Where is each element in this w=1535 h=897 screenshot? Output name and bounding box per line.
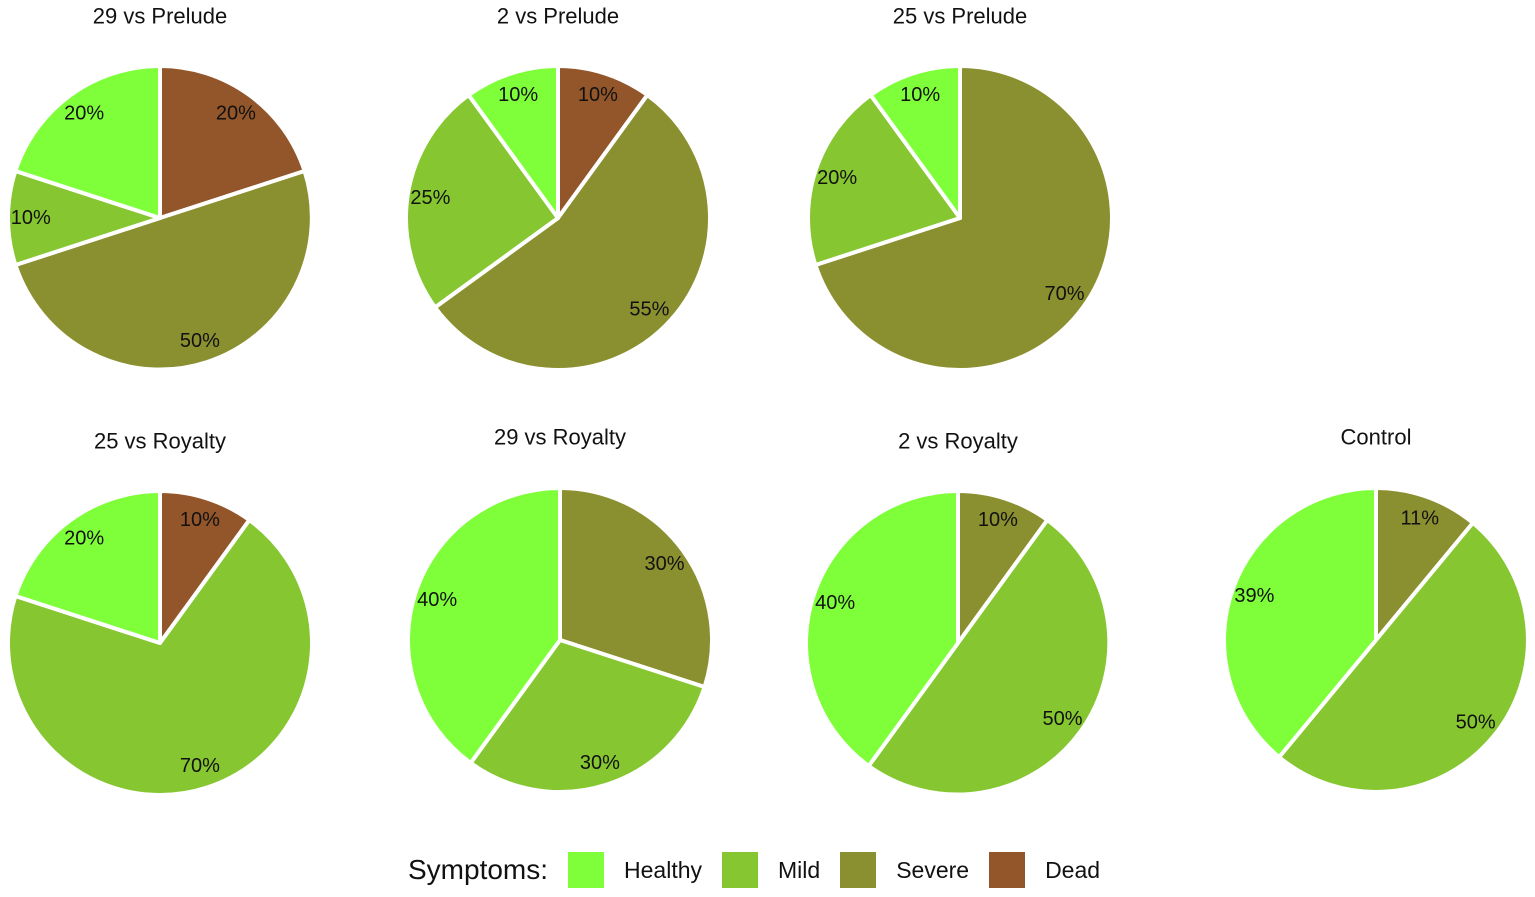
- pie-slice-2-vs-royalty-healthy: [804, 489, 960, 768]
- pie-slice-2-vs-royalty-mild: [866, 518, 1112, 797]
- pie-label-2-vs-prelude-severe: 55%: [629, 298, 669, 320]
- pie-label-29-vs-royalty-mild: 30%: [580, 752, 620, 774]
- pie-label-control-mild: 50%: [1456, 711, 1496, 733]
- pie-title-2-vs-royalty: 2 vs Royalty: [898, 429, 1018, 454]
- pie-title-2-vs-prelude: 2 vs Prelude: [497, 4, 619, 29]
- pie-label-25-vs-prelude-healthy: 10%: [900, 84, 940, 106]
- pie-label-2-vs-prelude-healthy: 10%: [498, 84, 538, 106]
- pie-label-29-vs-prelude-healthy: 20%: [64, 103, 104, 125]
- pie-slice-29-vs-prelude-healthy: [13, 64, 162, 220]
- legend-item-healthy: Healthy: [568, 852, 702, 888]
- legend: Symptoms: Healthy Mild Severe Dead: [408, 850, 1120, 890]
- pie-title-25-vs-prelude: 25 vs Prelude: [893, 4, 1028, 29]
- pie-slice-control-severe: [1374, 486, 1475, 642]
- pie-slice-2-vs-prelude-healthy: [466, 64, 560, 220]
- pie-label-25-vs-royalty-mild: 70%: [180, 755, 220, 777]
- legend-swatch-mild: [722, 852, 759, 888]
- legend-swatch-healthy: [568, 852, 605, 888]
- pie-slice-control-healthy: [1222, 486, 1378, 760]
- pie-slice-2-vs-royalty-severe: [956, 489, 1050, 645]
- legend-label-mild: Mild: [778, 856, 821, 883]
- pie-title-29-vs-prelude: 29 vs Prelude: [93, 4, 228, 29]
- pie-slice-25-vs-royalty-mild: [6, 518, 314, 797]
- pie-title-control: Control: [1341, 425, 1412, 450]
- pie-label-29-vs-prelude-dead: 20%: [216, 103, 256, 125]
- pie-control: Control 11% 50% 39%: [1222, 425, 1530, 794]
- pie-slice-29-vs-prelude-mild: [6, 169, 162, 267]
- pie-label-25-vs-royalty-healthy: 20%: [64, 528, 104, 550]
- pie-2-vs-royalty: 2 vs Royalty 10% 50% 40%: [804, 429, 1112, 797]
- pie-29-vs-royalty: 29 vs Royalty 30% 30% 40%: [406, 425, 714, 794]
- pie-slice-29-vs-royalty-mild: [468, 638, 707, 794]
- legend-swatch-severe: [840, 852, 877, 888]
- pie-25-vs-prelude: 25 vs Prelude 70% 20% 10%: [806, 4, 1114, 372]
- pie-slice-29-vs-royalty-severe: [558, 486, 714, 689]
- pie-label-2-vs-prelude-mild: 25%: [410, 187, 450, 209]
- legend-swatch-dead: [989, 852, 1026, 888]
- legend-item-dead: Dead: [989, 852, 1100, 888]
- pie-slice-2-vs-prelude-severe: [433, 93, 712, 372]
- pie-label-25-vs-prelude-mild: 20%: [817, 167, 857, 189]
- pie-slice-25-vs-prelude-mild: [806, 93, 962, 267]
- pie-slice-25-vs-royalty-healthy: [13, 489, 162, 645]
- pie-label-25-vs-prelude-severe: 70%: [1044, 283, 1084, 305]
- pie-label-2-vs-royalty-mild: 50%: [1042, 708, 1082, 730]
- pie-slice-2-vs-prelude-mild: [404, 93, 560, 310]
- legend-title: Symptoms:: [408, 854, 549, 885]
- pie-label-2-vs-royalty-healthy: 40%: [815, 592, 855, 614]
- legend-label-severe: Severe: [896, 856, 970, 883]
- pie-label-29-vs-royalty-healthy: 40%: [417, 589, 457, 611]
- pie-label-29-vs-prelude-mild: 10%: [11, 207, 51, 229]
- pie-title-29-vs-royalty: 29 vs Royalty: [494, 425, 626, 450]
- legend-label-healthy: Healthy: [624, 856, 703, 883]
- pie-slice-29-vs-royalty-healthy: [406, 486, 562, 765]
- pie-slice-25-vs-royalty-dead: [158, 489, 252, 645]
- pie-2-vs-prelude: 2 vs Prelude 10% 55% 25% 10%: [404, 4, 712, 372]
- pie-title-25-vs-royalty: 25 vs Royalty: [94, 429, 226, 454]
- pie-label-25-vs-royalty-dead: 10%: [180, 509, 220, 531]
- pie-label-control-severe: 11%: [1401, 507, 1440, 529]
- pie-slice-29-vs-prelude-dead: [158, 64, 307, 220]
- pie-label-2-vs-royalty-severe: 10%: [978, 509, 1018, 531]
- pie-25-vs-royalty: 25 vs Royalty 10% 70% 20%: [6, 429, 314, 797]
- pie-label-29-vs-royalty-severe: 30%: [644, 553, 684, 575]
- pie-label-29-vs-prelude-severe: 50%: [180, 330, 220, 352]
- pie-slice-25-vs-prelude-severe: [813, 64, 1114, 372]
- pie-slice-25-vs-prelude-healthy: [868, 64, 962, 220]
- pie-charts-canvas: 29 vs Prelude 20% 50% 10% 20% 2 vs Prelude 10%…: [6, 4, 1530, 797]
- pie-label-2-vs-prelude-dead: 10%: [578, 84, 618, 106]
- legend-item-severe: Severe: [840, 852, 969, 888]
- pie-slice-29-vs-prelude-severe: [13, 169, 314, 372]
- pie-slice-2-vs-prelude-dead: [556, 64, 650, 220]
- pie-slice-control-mild: [1277, 520, 1530, 794]
- pie-label-control-healthy: 39%: [1234, 585, 1274, 607]
- pie-29-vs-prelude: 29 vs Prelude 20% 50% 10% 20%: [6, 4, 314, 372]
- legend-label-dead: Dead: [1045, 856, 1101, 883]
- legend-item-mild: Mild: [722, 852, 820, 888]
